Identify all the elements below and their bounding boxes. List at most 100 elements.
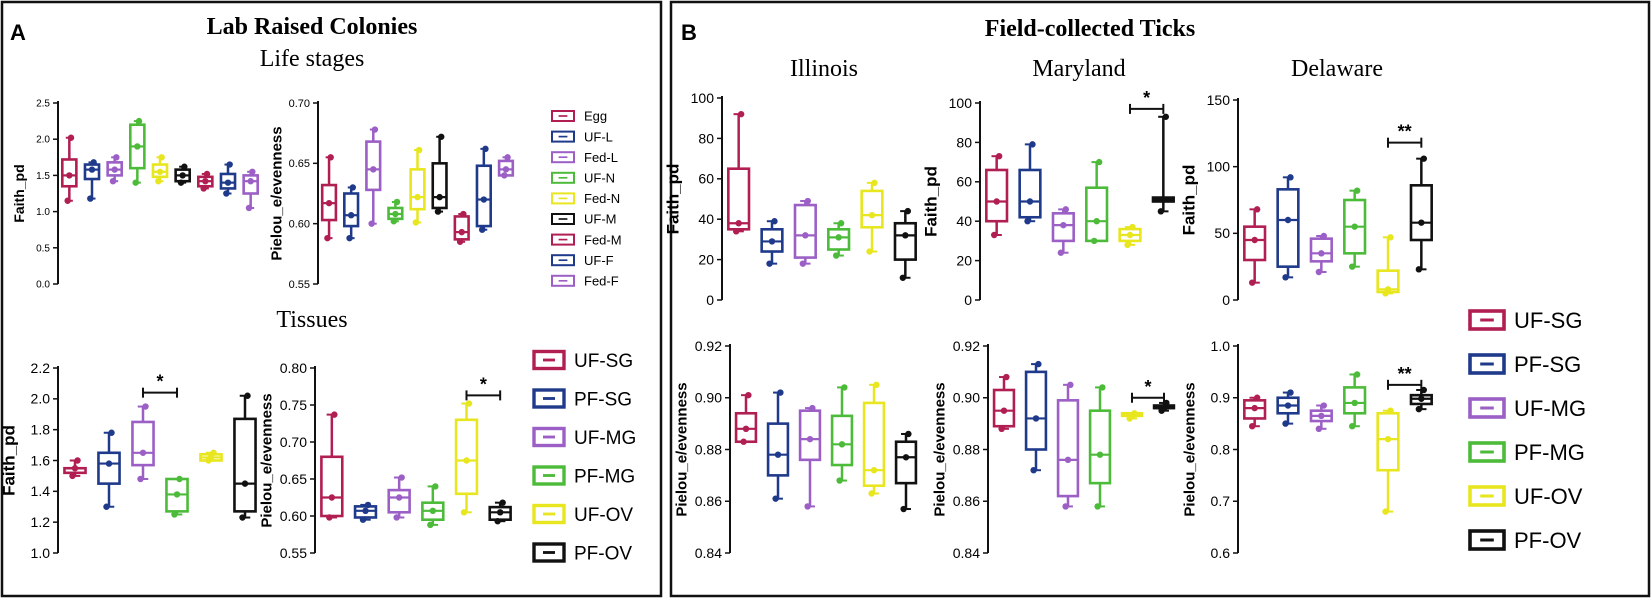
data-point: [460, 509, 468, 516]
y-tick-label: 0.88: [953, 441, 980, 457]
box-UF-OV: [862, 381, 886, 497]
data-point: [804, 503, 811, 510]
legend-label: UF-OV: [1514, 484, 1583, 509]
box-Egg: [61, 134, 78, 204]
box-body: [454, 418, 479, 496]
data-point: [331, 411, 338, 418]
data-point: [1387, 407, 1394, 414]
data-point: [1060, 221, 1067, 229]
box-UF-OV: [199, 449, 223, 464]
box-body: [1018, 168, 1042, 219]
box-body: [242, 174, 259, 195]
data-point: [1057, 249, 1065, 256]
significance-bracket: *: [142, 372, 178, 398]
y-tick-label: 0.92: [953, 338, 980, 354]
data-point: [1248, 279, 1256, 286]
legend-label: Egg: [584, 109, 607, 124]
data-point: [412, 219, 420, 226]
box-UF-SG: [1243, 394, 1267, 430]
box-Fed-L: [365, 126, 382, 227]
data-point: [868, 211, 876, 219]
data-point: [1282, 274, 1289, 281]
data-point: [134, 143, 141, 150]
data-point: [105, 460, 113, 467]
data-point: [327, 154, 334, 161]
data-point: [1126, 231, 1134, 239]
data-point: [838, 441, 846, 448]
y-tick-label: 2.2: [31, 360, 51, 376]
box-UF-N: [129, 117, 146, 186]
chart-b_il_faith: 0 20 40 60 80 100 Faith_pd: [663, 90, 917, 308]
box-UF-OV: [1376, 407, 1400, 515]
legend-label: PF-SG: [574, 389, 632, 410]
significance-bracket: **: [1387, 122, 1423, 148]
box-PF-MG: [421, 483, 445, 529]
data-point: [1162, 113, 1170, 120]
y-axis-label: Faith_pd: [921, 166, 940, 237]
data-point: [905, 430, 912, 438]
legend-label: Fed-F: [584, 273, 619, 288]
legend-item: UF-MG: [532, 426, 636, 449]
box-PF-MG: [830, 384, 854, 484]
box-PF-MG: [1085, 158, 1109, 245]
y-tick-label: 1.0: [1211, 338, 1231, 354]
box-UF-SG: [992, 373, 1016, 432]
box-PF-SG: [1276, 389, 1300, 427]
data-point: [1024, 218, 1031, 225]
box-body: [798, 409, 822, 462]
box-UF-MG: [1056, 381, 1080, 510]
box-PF-OV: [1409, 386, 1433, 413]
data-point: [768, 238, 776, 245]
y-tick-label: 0.5: [36, 243, 50, 254]
box-body: [1409, 184, 1433, 242]
box-PF-OV: [894, 430, 918, 513]
legend-item: Egg: [551, 109, 607, 124]
data-point: [742, 425, 750, 432]
box-body: [475, 164, 492, 228]
data-point: [899, 274, 907, 281]
data-point: [1003, 373, 1010, 381]
data-point: [1353, 187, 1361, 194]
legend-label: PF-OV: [574, 543, 632, 564]
legend-label: PF-OV: [1514, 528, 1582, 553]
y-tick-label: 0.9: [1211, 390, 1231, 406]
box-body: [766, 422, 790, 477]
y-tick-label: 100: [691, 90, 715, 106]
y-tick-label: 0.6: [1211, 545, 1231, 561]
legend-item: UF-SG: [1468, 308, 1582, 333]
data-point: [1287, 389, 1294, 396]
data-point: [326, 514, 333, 521]
data-point: [64, 197, 71, 204]
data-point: [1094, 503, 1101, 510]
data-point: [176, 475, 183, 483]
box-body: [985, 168, 1009, 223]
significance-bracket: *: [1131, 377, 1165, 403]
box-PF-OV: [1151, 113, 1175, 215]
box-UF-SG: [63, 457, 87, 480]
box-UF-MG: [1309, 232, 1333, 276]
box-PF-SG: [1024, 360, 1048, 474]
data-point: [1315, 268, 1323, 276]
data-point: [1348, 423, 1356, 430]
legend-label: UF-SG: [574, 351, 633, 372]
panel-a-title: Lab Raised Colonies: [207, 14, 418, 40]
y-tick-label: 0.55: [289, 279, 310, 291]
y-tick-label: 1.8: [31, 422, 51, 438]
y-tick-label: 0.0: [36, 280, 50, 291]
data-point: [427, 521, 434, 529]
data-point: [132, 179, 139, 186]
data-point: [324, 234, 331, 242]
data-point: [499, 499, 506, 506]
legend-label: Fed-M: [584, 232, 622, 247]
legend-label: UF-M: [584, 212, 617, 227]
box-body: [893, 221, 917, 261]
data-point: [1062, 206, 1070, 213]
data-point: [1320, 402, 1328, 409]
data-point: [434, 208, 442, 215]
data-point: [67, 134, 75, 141]
significance-label: *: [156, 372, 163, 392]
y-tick-label: 0.55: [280, 545, 307, 561]
data-point: [200, 185, 207, 192]
box-body: [131, 420, 155, 467]
y-tick-label: 0.84: [953, 545, 980, 561]
